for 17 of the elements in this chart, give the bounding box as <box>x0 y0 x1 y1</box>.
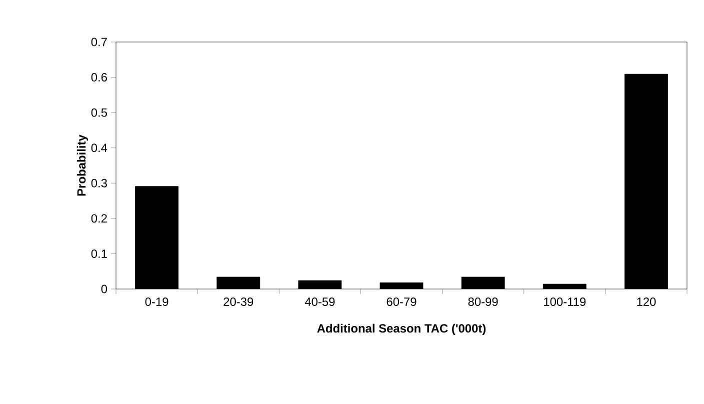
x-tick-label: 100-119 <box>544 298 586 306</box>
y-tick-label: 0.2 <box>91 214 107 223</box>
y-axis-title: Probability <box>76 134 88 196</box>
x-tick-label: 40-59 <box>304 298 335 306</box>
x-axis-title: Additional Season TAC ('000t) <box>317 324 486 335</box>
y-tick-label: 0.4 <box>91 144 108 152</box>
x-tick-label: 80-99 <box>468 298 498 306</box>
y-tick-label: 0.6 <box>91 73 107 82</box>
y-tick-label: 0.1 <box>91 249 107 258</box>
y-tick-label: 0 <box>101 284 108 294</box>
x-tick-label: 60-79 <box>386 298 416 306</box>
y-tick-label: 0.7 <box>91 38 107 46</box>
x-tick-label: 20-39 <box>224 298 254 306</box>
y-tick-label: 0.5 <box>91 108 107 117</box>
y-tick-label: 0.3 <box>91 178 107 188</box>
x-tick-label: 120 <box>637 298 656 306</box>
x-tick-label: 0-19 <box>145 298 168 306</box>
